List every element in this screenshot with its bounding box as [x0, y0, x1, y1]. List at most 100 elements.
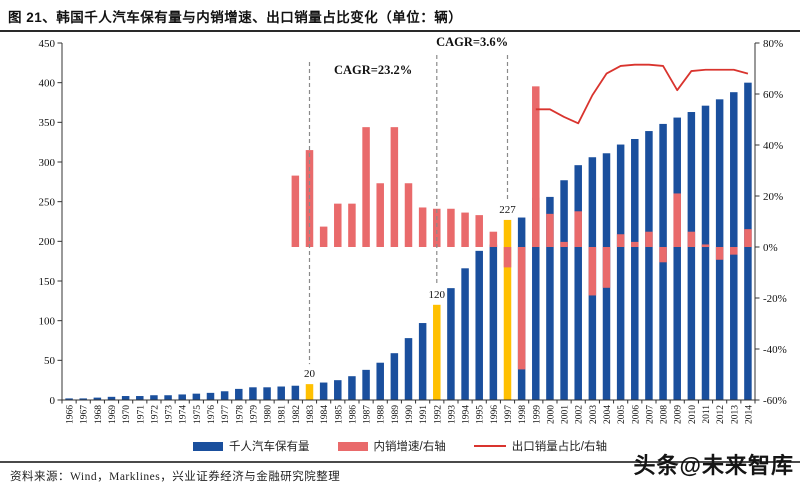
- ownership-bar: [348, 376, 356, 400]
- year-tick-label: 2011: [702, 405, 712, 424]
- year-tick-label: 2001: [561, 405, 571, 424]
- growth-bar: [715, 247, 724, 260]
- year-tick-label: 1981: [278, 405, 288, 424]
- growth-bar: [560, 241, 568, 247]
- year-tick-label: 1986: [348, 405, 358, 424]
- year-tick-label: 2005: [617, 405, 627, 424]
- year-tick-label: 1971: [136, 405, 146, 424]
- growth-bar: [447, 208, 455, 247]
- year-tick-label: 1969: [108, 405, 118, 424]
- growth-bar: [588, 247, 597, 296]
- legend-label-ownership: 千人汽车保有量: [229, 441, 310, 453]
- year-tick-label: 2008: [660, 405, 670, 424]
- cagr-label: CAGR=23.2%: [334, 63, 412, 77]
- left-axis-tick-label: 200: [39, 236, 56, 248]
- domestic-growth-bar-swatch: [337, 441, 368, 451]
- right-axis-tick-label: 0%: [763, 242, 778, 254]
- growth-bar: [334, 203, 342, 247]
- year-tick-label: 1970: [122, 405, 132, 424]
- year-tick-label: 2013: [730, 405, 740, 424]
- ownership-bar: [560, 180, 568, 400]
- year-tick-label: 1991: [419, 405, 429, 424]
- ownership-bar: [376, 362, 384, 400]
- growth-bar: [645, 231, 653, 247]
- export-share-line-swatch: [473, 444, 506, 448]
- growth-bar: [390, 127, 399, 247]
- year-tick-label: 1967: [80, 405, 90, 424]
- year-tick-label: 1994: [462, 405, 472, 424]
- year-tick-label: 1976: [207, 405, 217, 424]
- year-tick-label: 2010: [688, 405, 698, 424]
- growth-bar: [376, 183, 384, 247]
- legend-item-domestic-growth: 内销增速/右轴: [337, 438, 446, 454]
- ownership-bar: [489, 244, 498, 400]
- growth-bar: [291, 175, 300, 247]
- growth-bar: [489, 231, 498, 247]
- ownership-bar: [192, 393, 201, 400]
- growth-bar: [659, 247, 667, 263]
- ownership-bar: [277, 386, 285, 400]
- ownership-bar: [150, 395, 158, 400]
- legend-label-domestic-growth: 内销增速/右轴: [373, 441, 446, 453]
- ownership-bar: [461, 268, 469, 400]
- legend-label-export-share: 出口销量占比/右轴: [511, 441, 607, 453]
- ownership-bar: [701, 105, 710, 400]
- ownership-bar: [220, 391, 229, 400]
- growth-bar: [744, 229, 752, 247]
- growth-bar: [362, 127, 370, 247]
- year-tick-label: 1996: [490, 405, 500, 424]
- ownership-bar: [107, 396, 116, 400]
- ownership-bar: [730, 92, 738, 400]
- growth-bar: [631, 241, 639, 247]
- ownership-bar: [546, 196, 554, 400]
- year-tick-label: 1999: [532, 405, 542, 424]
- ownership-bar: [390, 353, 399, 400]
- growth-bar: [319, 226, 328, 247]
- right-axis-tick-label: -40%: [763, 344, 787, 356]
- year-tick-label: 1998: [518, 405, 528, 424]
- year-tick-label: 2002: [575, 405, 585, 424]
- ownership-bar: [164, 395, 172, 400]
- year-tick-label: 1984: [320, 405, 330, 424]
- growth-bar: [574, 211, 582, 247]
- year-tick-label: 1978: [235, 405, 245, 424]
- right-axis-tick-label: 80%: [763, 38, 783, 50]
- year-tick-label: 2007: [645, 405, 655, 424]
- year-tick-label: 1985: [334, 405, 344, 424]
- right-axis-tick-label: 60%: [763, 89, 783, 101]
- ownership-bar: [93, 397, 102, 400]
- year-tick-label: 1966: [66, 405, 76, 424]
- ownership-bar-swatch: [193, 441, 224, 451]
- year-tick-label: 1988: [377, 405, 387, 424]
- title-underline: [0, 30, 800, 32]
- ownership-bar: [673, 117, 681, 400]
- export-share-line: [535, 63, 749, 125]
- year-tick-label: 1979: [249, 405, 259, 424]
- left-axis-tick-label: 450: [39, 38, 56, 50]
- year-tick-label: 2012: [716, 405, 726, 424]
- growth-bar: [546, 213, 554, 247]
- growth-bar: [418, 207, 427, 247]
- year-tick-label: 1997: [504, 405, 514, 424]
- year-tick-label: 1983: [306, 405, 316, 424]
- ownership-bar: [334, 380, 342, 400]
- ownership-bar: [249, 387, 257, 400]
- left-axis-tick-label: 350: [39, 117, 56, 129]
- ownership-bar: [235, 388, 243, 400]
- right-axis-tick-label: -20%: [763, 293, 787, 305]
- growth-bar: [616, 234, 625, 247]
- ownership-bar: [136, 396, 144, 400]
- ownership-bar: [418, 323, 427, 400]
- bar-value-label: 20: [304, 368, 316, 380]
- ownership-bar: [687, 112, 696, 401]
- ownership-bar: [404, 338, 413, 400]
- growth-bar: [503, 247, 512, 268]
- right-axis-tick-label: -60%: [763, 395, 787, 407]
- year-tick-label: 1980: [264, 405, 274, 424]
- right-axis-tick-label: 40%: [763, 140, 783, 152]
- year-tick-label: 1972: [150, 405, 160, 424]
- ownership-bar: [206, 392, 215, 400]
- left-axis-tick-label: 0: [50, 395, 56, 407]
- growth-bar: [433, 208, 441, 247]
